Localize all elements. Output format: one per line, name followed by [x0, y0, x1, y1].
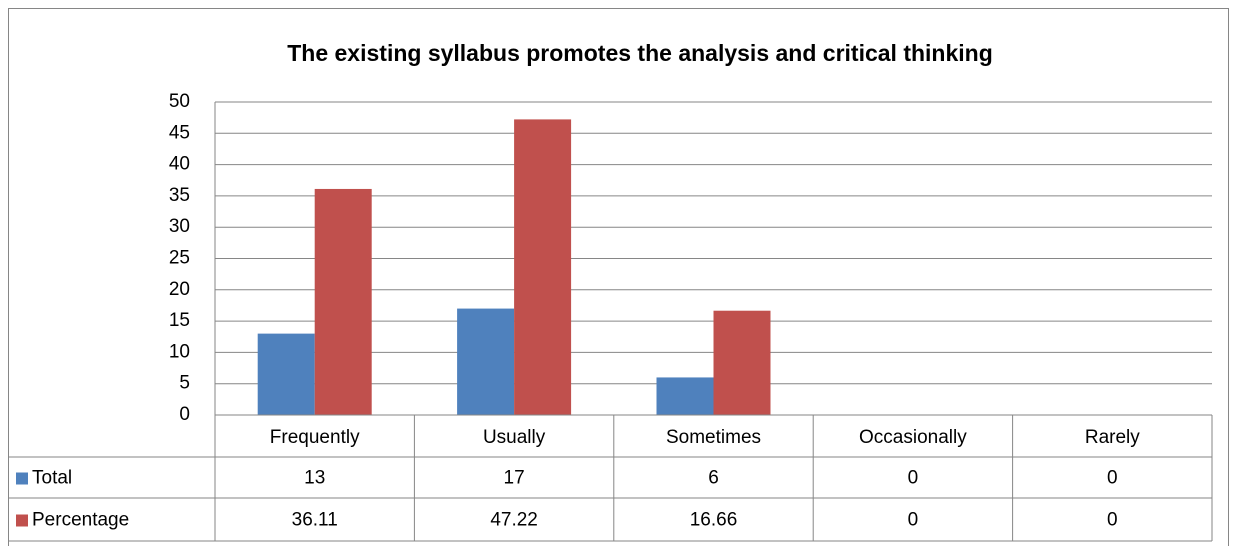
table-value: 36.11 — [292, 510, 338, 531]
bar — [457, 308, 515, 415]
y-tick-label: 25 — [169, 248, 190, 269]
table-value: 47.22 — [490, 510, 538, 531]
y-tick-label: 30 — [169, 216, 190, 237]
y-tick-label: 15 — [169, 310, 190, 331]
table-value: 17 — [504, 468, 525, 489]
bar — [656, 377, 714, 415]
x-tick-label: Frequently — [270, 427, 360, 448]
y-tick-label: 0 — [179, 404, 190, 425]
bar — [257, 333, 315, 415]
legend-label: Total — [32, 468, 72, 489]
x-tick-label: Usually — [483, 427, 546, 448]
y-tick-label: 40 — [169, 154, 190, 175]
x-tick-label: Sometimes — [666, 427, 761, 448]
y-tick-label: 20 — [169, 279, 190, 300]
bar — [314, 188, 372, 415]
table-value: 6 — [708, 468, 719, 489]
x-tick-label: Rarely — [1085, 427, 1140, 448]
y-tick-label: 35 — [169, 185, 190, 206]
chart-border — [8, 8, 1229, 546]
bar — [713, 310, 771, 415]
table-value: 13 — [304, 468, 325, 489]
y-tick-label: 10 — [169, 341, 190, 362]
y-tick-label: 45 — [169, 122, 190, 143]
x-tick-label: Occasionally — [859, 427, 967, 448]
table-value: 0 — [1107, 510, 1118, 531]
chart-title: The existing syllabus promotes the analy… — [287, 40, 993, 66]
table-value: 16.66 — [690, 510, 738, 531]
y-tick-label: 5 — [179, 373, 190, 394]
bar — [514, 119, 572, 415]
table-value: 0 — [908, 510, 919, 531]
legend-label: Percentage — [32, 510, 129, 531]
table-value: 0 — [908, 468, 919, 489]
table-value: 0 — [1107, 468, 1118, 489]
y-tick-label: 50 — [169, 91, 190, 112]
legend-swatch — [16, 514, 28, 527]
legend-swatch — [16, 472, 28, 485]
